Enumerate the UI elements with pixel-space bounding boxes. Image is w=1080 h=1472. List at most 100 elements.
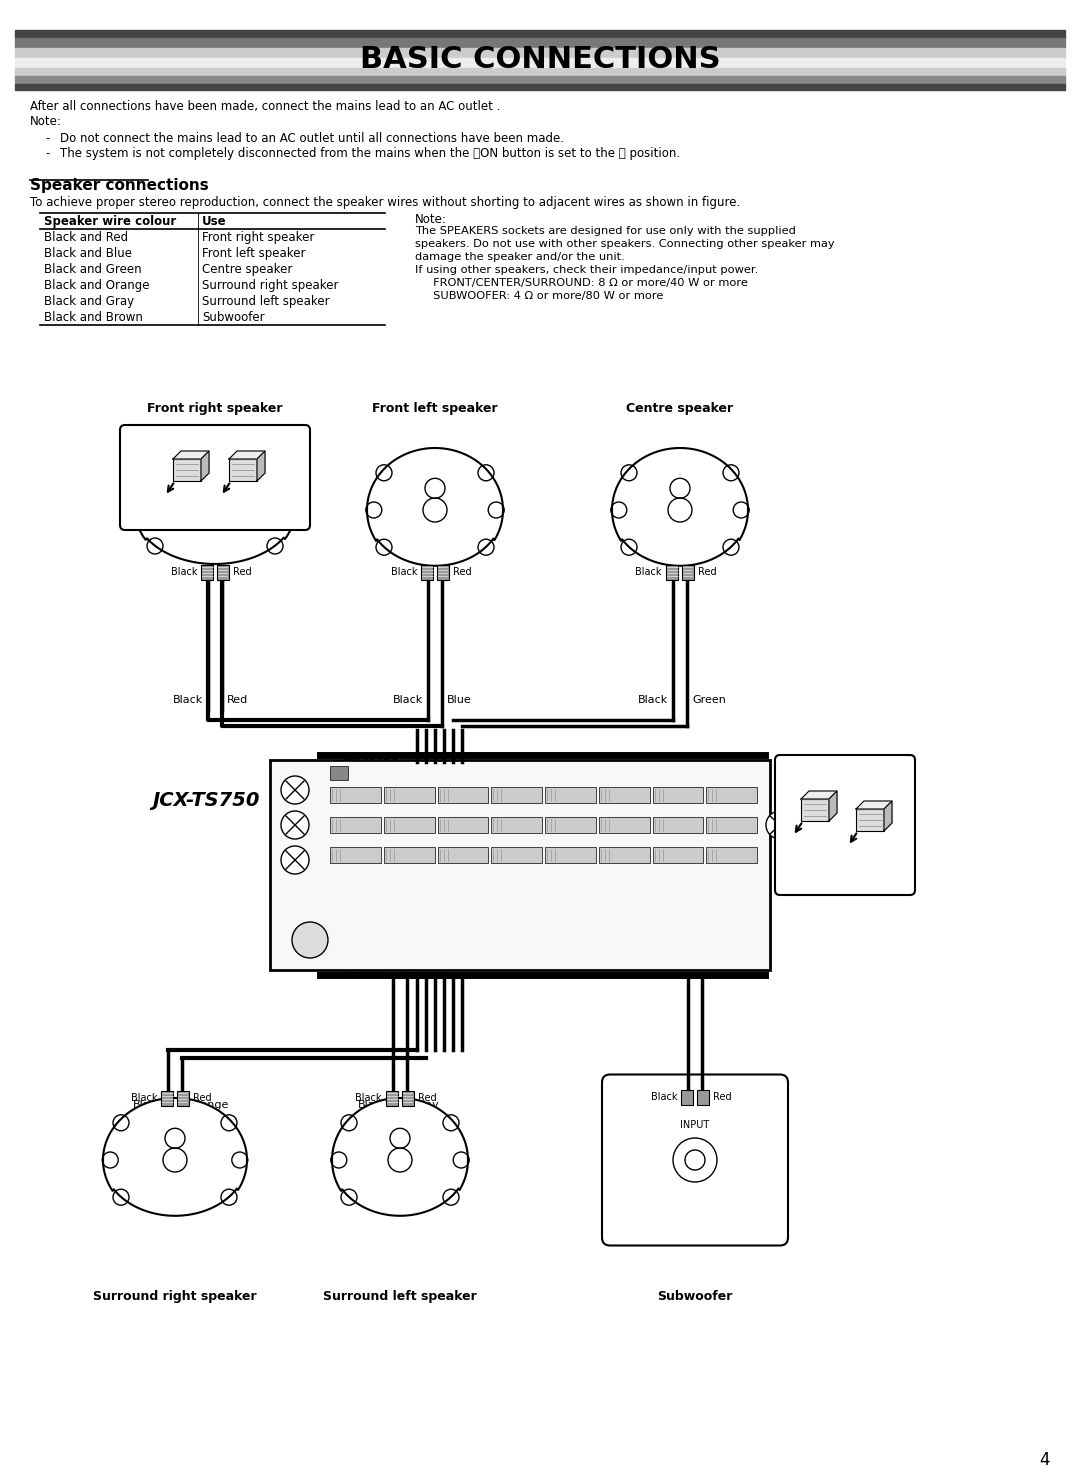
Text: Red: Red	[227, 695, 248, 705]
Bar	[437, 817, 488, 833]
Text: The SPEAKERS sockets are designed for use only with the supplied: The SPEAKERS sockets are designed for us…	[415, 227, 796, 236]
Text: Use: Use	[202, 215, 227, 228]
Text: SUBWOOFER: 4Ω: SUBWOOFER: 4Ω	[343, 774, 396, 779]
Text: damage the speaker and/or the unit.: damage the speaker and/or the unit.	[415, 252, 624, 262]
Bar	[666, 564, 678, 580]
Circle shape	[685, 1150, 705, 1170]
Text: Surround right speaker: Surround right speaker	[202, 280, 338, 291]
Circle shape	[281, 776, 309, 804]
Text: Black and Red: Black and Red	[44, 231, 129, 244]
FancyBboxPatch shape	[775, 755, 915, 895]
Circle shape	[281, 811, 309, 839]
Text: R: R	[348, 958, 352, 966]
Bar	[330, 846, 381, 863]
Bar	[681, 564, 694, 580]
Text: L: L	[428, 958, 432, 966]
Text: S-VIDEO: S-VIDEO	[296, 964, 324, 970]
Bar	[15, 84, 1065, 90]
Text: Red: Red	[713, 1092, 731, 1103]
Bar	[545, 817, 596, 833]
Polygon shape	[173, 450, 210, 459]
Bar	[383, 846, 434, 863]
Polygon shape	[332, 1098, 468, 1216]
Text: If using other speakers, check their impedance/input power.: If using other speakers, check their imp…	[415, 265, 758, 275]
Bar	[598, 788, 649, 804]
Polygon shape	[885, 801, 892, 832]
Polygon shape	[257, 450, 265, 481]
Bar	[15, 68, 1065, 77]
Bar	[706, 817, 757, 833]
Text: Black and Blue: Black and Blue	[44, 247, 132, 261]
Text: Black: Black	[638, 695, 669, 705]
Bar	[229, 459, 257, 481]
Polygon shape	[829, 790, 837, 821]
Text: Front left speaker: Front left speaker	[373, 402, 498, 415]
Circle shape	[292, 921, 328, 958]
Polygon shape	[801, 790, 837, 799]
Text: Black: Black	[133, 1100, 163, 1110]
Text: Black: Black	[357, 1100, 388, 1110]
Text: Green: Green	[692, 695, 726, 705]
Bar	[437, 788, 488, 804]
Text: Gray: Gray	[411, 1100, 438, 1110]
Text: Black: Black	[355, 1094, 382, 1103]
Bar	[491, 788, 542, 804]
Text: The system is not completely disconnected from the mains when the ⏻ON button is : The system is not completely disconnecte…	[60, 147, 680, 160]
Bar	[491, 846, 542, 863]
Text: +: +	[312, 793, 324, 807]
Bar	[15, 77, 1065, 84]
Text: Red: Red	[193, 1094, 212, 1103]
Bar	[491, 817, 542, 833]
Polygon shape	[201, 450, 210, 481]
Polygon shape	[612, 447, 748, 565]
Text: Do not connect the mains lead to an AC outlet until all connections have been ma: Do not connect the mains lead to an AC o…	[60, 132, 564, 146]
Text: Black: Black	[171, 567, 197, 577]
Circle shape	[766, 811, 794, 839]
Text: Front right speaker: Front right speaker	[147, 402, 283, 415]
Bar	[545, 846, 596, 863]
Bar	[383, 817, 434, 833]
Text: FRONT/CENTER/SURROUND: 8 Ω or more/40 W or more: FRONT/CENTER/SURROUND: 8 Ω or more/40 W …	[415, 278, 747, 289]
Text: JCX-TS750: JCX-TS750	[152, 790, 260, 810]
Bar	[801, 799, 829, 821]
Text: Black: Black	[131, 1094, 157, 1103]
Circle shape	[673, 1138, 717, 1182]
Bar	[15, 38, 1065, 49]
Bar	[15, 29, 1065, 38]
Text: L: L	[368, 958, 372, 966]
Text: Black and Brown: Black and Brown	[44, 311, 143, 324]
Text: Speaker connections: Speaker connections	[30, 178, 208, 193]
Text: Brown: Brown	[707, 1100, 742, 1110]
Bar	[15, 57, 1065, 68]
Text: Front left speaker: Front left speaker	[202, 247, 306, 261]
Bar	[706, 788, 757, 804]
Text: Front right speaker: Front right speaker	[202, 231, 314, 244]
Text: 4: 4	[1040, 1451, 1050, 1469]
Text: VIDEO OUT SELECT: VIDEO OUT SELECT	[309, 762, 369, 768]
Bar	[598, 817, 649, 833]
Bar	[15, 49, 1065, 57]
Bar	[270, 760, 770, 970]
Bar	[437, 846, 488, 863]
Bar	[386, 1091, 399, 1105]
Text: Black: Black	[391, 567, 417, 577]
Text: SPEAKERS: SPEAKERS	[341, 755, 399, 765]
Polygon shape	[229, 450, 265, 459]
Text: Black and Gray: Black and Gray	[44, 294, 134, 308]
Text: Black and Green: Black and Green	[44, 263, 141, 277]
Text: Orange: Orange	[187, 1100, 228, 1110]
Text: CENTER: CENTER	[376, 958, 404, 966]
Bar	[330, 788, 381, 804]
Text: -: -	[45, 132, 50, 146]
Text: -: -	[45, 147, 50, 160]
Text: L─SURROUND─┘: L─SURROUND─┘	[392, 972, 448, 977]
Bar	[161, 1091, 173, 1105]
Text: Blue: Blue	[447, 695, 472, 705]
Bar	[598, 846, 649, 863]
Text: Red: Red	[418, 1094, 436, 1103]
Bar	[177, 1091, 189, 1105]
Bar	[652, 817, 703, 833]
Bar	[217, 564, 229, 580]
Bar	[173, 459, 201, 481]
Text: Red: Red	[453, 567, 472, 577]
